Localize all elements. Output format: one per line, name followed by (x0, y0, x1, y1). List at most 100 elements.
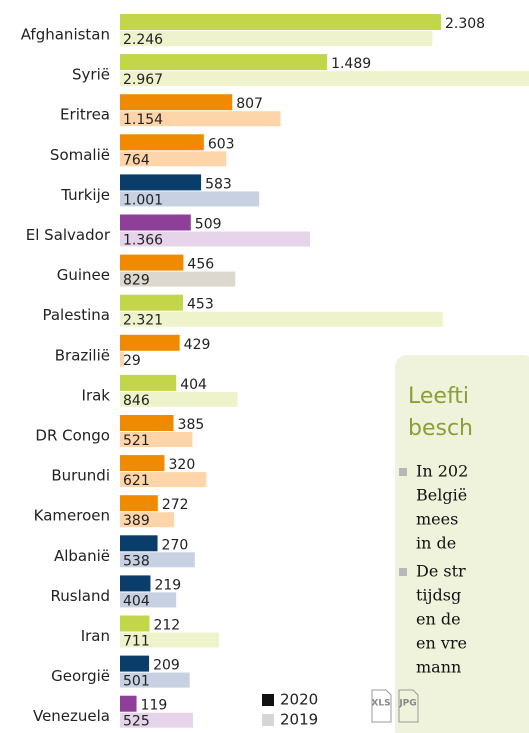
value-label: 829 (123, 273, 150, 289)
value-label: 807 (236, 96, 263, 112)
bar (120, 655, 150, 672)
category-label: Georgië (51, 667, 110, 685)
category-label: Palestina (42, 306, 110, 324)
sidebar-text: tijdsg (416, 586, 461, 605)
value-label: 2.308 (445, 16, 485, 32)
file-icon (371, 689, 392, 723)
value-label: 2.246 (123, 32, 163, 48)
bar (120, 374, 177, 391)
bar (120, 472, 207, 488)
value-label: 209 (153, 658, 180, 674)
category-label: Afghanistan (21, 26, 110, 44)
bar (120, 351, 125, 367)
bar (120, 552, 195, 568)
value-label: 1.489 (331, 56, 371, 72)
value-label: 456 (187, 257, 214, 273)
bar (120, 271, 236, 287)
value-label: 2.321 (123, 313, 163, 329)
value-label: 1.154 (123, 112, 163, 128)
category-label: Rusland (51, 587, 110, 605)
value-label: 404 (123, 593, 150, 609)
sidebar-text: mann (416, 658, 461, 677)
sidebar-text: en de (416, 610, 461, 629)
bar (120, 455, 165, 472)
sidebar-title: besch (408, 416, 473, 441)
category-label: Eritrea (60, 106, 110, 124)
bullet (399, 468, 407, 476)
legend-label: 2019 (280, 711, 318, 729)
bar (120, 311, 443, 327)
value-label: 2.967 (123, 72, 163, 88)
bar (120, 254, 184, 271)
value-label: 538 (123, 553, 150, 569)
value-label: 521 (123, 433, 150, 449)
bar (120, 94, 233, 111)
bar (120, 54, 328, 71)
bar (120, 592, 177, 608)
value-label: 525 (123, 714, 150, 730)
bar (120, 294, 184, 311)
category-label: Albanië (54, 547, 110, 565)
bullet (399, 568, 407, 576)
legend-swatch (262, 714, 274, 726)
category-label: Irak (82, 386, 111, 404)
value-label: 509 (195, 217, 222, 233)
category-label: El Salvador (26, 226, 111, 244)
value-label: 621 (123, 473, 150, 489)
value-label: 583 (205, 176, 232, 192)
sidebar-text: De str (416, 562, 466, 581)
bar (120, 151, 227, 167)
value-label: 389 (123, 513, 150, 529)
bar (120, 432, 193, 447)
bar (120, 391, 238, 407)
sidebar-text: en vre (416, 634, 467, 653)
bar (120, 71, 529, 87)
bar (120, 712, 194, 728)
sidebar-title: Leefti (408, 384, 469, 409)
bar (120, 535, 158, 552)
value-label: 270 (162, 537, 189, 553)
bar (120, 214, 191, 231)
bar (120, 695, 137, 712)
category-label: Venezuela (33, 707, 110, 725)
sidebar-text: België (416, 486, 467, 505)
category-label: Kameroen (34, 507, 110, 525)
bar (120, 334, 180, 351)
bar (120, 134, 204, 151)
bar (120, 672, 190, 688)
value-label: 603 (208, 136, 235, 152)
bar (120, 191, 260, 207)
category-label: Somalië (50, 146, 110, 164)
category-label: Guinee (57, 266, 110, 284)
category-label: Brazilië (55, 346, 110, 364)
value-label: 404 (180, 377, 207, 393)
value-label: 1.366 (123, 233, 163, 249)
download-icons (371, 689, 419, 723)
bar (120, 31, 433, 46)
bar (120, 615, 150, 632)
bar (120, 111, 281, 127)
download-button[interactable]: XLS (371, 699, 390, 709)
download-button[interactable]: JPG (398, 699, 416, 709)
value-label: 429 (184, 337, 211, 353)
file-icon (398, 689, 419, 723)
value-label: 1.001 (123, 192, 163, 208)
legend-swatch (262, 694, 274, 706)
bar (120, 174, 202, 191)
value-label: 29 (123, 353, 141, 369)
value-label: 320 (169, 457, 196, 473)
value-label: 453 (187, 297, 214, 313)
value-label: 219 (154, 577, 181, 593)
value-label: 272 (162, 497, 189, 513)
bar (120, 495, 158, 512)
category-label: Iran (81, 627, 110, 645)
value-label: 501 (123, 674, 150, 690)
bar (120, 632, 219, 648)
bar (120, 231, 310, 247)
sidebar-text: In 202 (416, 462, 468, 481)
value-label: 119 (141, 698, 168, 714)
bar (120, 512, 175, 528)
category-label: Burundi (51, 467, 110, 485)
sidebar-box (395, 355, 529, 733)
